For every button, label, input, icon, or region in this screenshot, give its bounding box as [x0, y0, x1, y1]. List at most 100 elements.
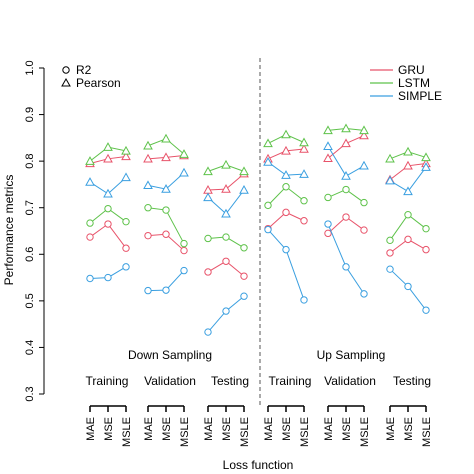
data-point-gru-r2	[342, 213, 350, 221]
group-label: Validation	[144, 374, 196, 388]
data-point-lstm-pearson	[403, 146, 413, 156]
loss-function-label: MSLE	[299, 417, 311, 447]
data-point-gru-r2	[324, 229, 332, 238]
loss-function-label: MSE	[161, 417, 173, 441]
data-point-gru-r2	[162, 230, 170, 238]
data-point-gru-pearson	[103, 153, 113, 163]
data-point-lstm-pearson	[323, 125, 333, 135]
data-point-gru-r2	[122, 244, 130, 252]
data-point-lstm-r2	[180, 239, 188, 248]
loss-function-label: MSE	[403, 417, 415, 441]
data-point-simple-r2	[342, 263, 350, 271]
group-label: Training	[269, 374, 312, 388]
data-point-gru-r2	[180, 246, 188, 255]
data-point-lstm-r2	[122, 217, 130, 226]
loss-function-label: MSLE	[239, 417, 251, 447]
data-point-simple-pearson	[121, 172, 131, 182]
data-point-lstm-r2	[264, 201, 272, 210]
loss-function-label: MSLE	[121, 417, 133, 447]
data-point-lstm-pearson	[239, 166, 249, 176]
legend-triangle-marker	[61, 77, 71, 87]
data-point-simple-pearson	[421, 162, 431, 171]
legend-metric-label: Pearson	[76, 76, 121, 90]
data-point-simple-pearson	[403, 186, 413, 196]
data-point-simple-pearson	[143, 180, 153, 190]
axes-group: 0.3 0.4 0.5 0.6 0.7 0.8 0.9 1.0	[24, 58, 261, 406]
data-point-gru-r2	[86, 233, 94, 241]
series-layer	[85, 123, 431, 336]
data-point-lstm-r2	[300, 197, 308, 205]
data-point-simple-r2	[162, 286, 170, 294]
data-point-lstm-r2	[222, 233, 230, 241]
data-point-simple-pearson	[221, 208, 231, 218]
data-point-lstm-pearson	[299, 137, 309, 147]
series-line-simple-r2	[327, 223, 365, 295]
data-point-simple-pearson	[85, 177, 95, 186]
data-point-lstm-r2	[144, 204, 152, 212]
section-label: Up Sampling	[317, 348, 386, 362]
data-point-simple-pearson	[299, 169, 309, 178]
group-label: Testing	[211, 374, 249, 388]
legend-model-label: SIMPLE	[398, 89, 442, 103]
loss-function-label: MSE	[341, 417, 353, 441]
data-point-gru-r2	[222, 257, 230, 265]
data-point-lstm-r2	[240, 244, 248, 252]
y-tick-label: 0.3	[24, 386, 36, 401]
y-tick-label: 0.9	[24, 107, 36, 122]
data-point-gru-r2	[282, 208, 290, 217]
data-point-lstm-pearson	[85, 156, 95, 165]
data-point-lstm-pearson	[221, 159, 231, 169]
data-point-lstm-r2	[86, 219, 94, 227]
data-point-simple-r2	[180, 266, 188, 275]
loss-function-label: MSLE	[421, 417, 433, 447]
loss-function-label: MSE	[221, 417, 233, 441]
data-point-gru-pearson	[359, 130, 369, 140]
data-point-simple-r2	[282, 245, 290, 254]
data-point-lstm-r2	[386, 236, 394, 245]
data-point-gru-pearson	[161, 152, 171, 162]
loss-function-label: MSE	[103, 417, 115, 441]
data-point-gru-r2	[360, 226, 368, 234]
data-point-simple-pearson	[323, 141, 333, 150]
group-label: Training	[86, 374, 129, 388]
data-point-simple-r2	[300, 296, 308, 304]
loss-function-label: MSLE	[359, 417, 371, 447]
data-point-lstm-pearson	[341, 123, 351, 133]
data-point-lstm-pearson	[385, 153, 395, 163]
loss-function-label: MAE	[263, 417, 275, 441]
y-tick-label: 0.4	[24, 340, 36, 355]
data-point-lstm-pearson	[203, 166, 213, 176]
data-point-lstm-pearson	[421, 152, 431, 162]
data-point-lstm-r2	[324, 193, 332, 202]
data-point-gru-pearson	[121, 151, 131, 161]
data-point-simple-r2	[404, 282, 412, 291]
y-tick-label: 0.7	[24, 200, 36, 215]
data-point-simple-r2	[422, 306, 430, 314]
data-point-simple-r2	[104, 273, 112, 282]
data-point-gru-r2	[386, 249, 394, 257]
data-point-simple-r2	[386, 265, 394, 273]
x-axis-label: Loss function	[223, 458, 294, 472]
y-tick-label: 0.6	[24, 247, 36, 262]
data-point-simple-pearson	[359, 160, 369, 170]
data-point-lstm-pearson	[121, 145, 131, 155]
data-point-gru-pearson	[341, 138, 351, 148]
loss-function-label: MAE	[203, 417, 215, 441]
legend-metric-label: R2	[76, 63, 92, 77]
data-point-lstm-r2	[360, 198, 368, 207]
data-point-lstm-r2	[404, 211, 412, 219]
data-point-gru-pearson	[323, 153, 333, 163]
loss-function-label: MAE	[323, 417, 335, 441]
data-point-lstm-r2	[282, 183, 290, 191]
data-point-simple-pearson	[281, 170, 291, 179]
data-point-simple-pearson	[263, 157, 273, 166]
data-point-simple-r2	[86, 274, 94, 283]
data-point-simple-pearson	[341, 171, 351, 180]
data-point-simple-r2	[222, 307, 230, 315]
data-point-simple-pearson	[179, 167, 189, 177]
loss-function-label: MSLE	[179, 417, 191, 447]
data-point-simple-r2	[264, 225, 272, 234]
data-point-lstm-pearson	[143, 140, 153, 150]
